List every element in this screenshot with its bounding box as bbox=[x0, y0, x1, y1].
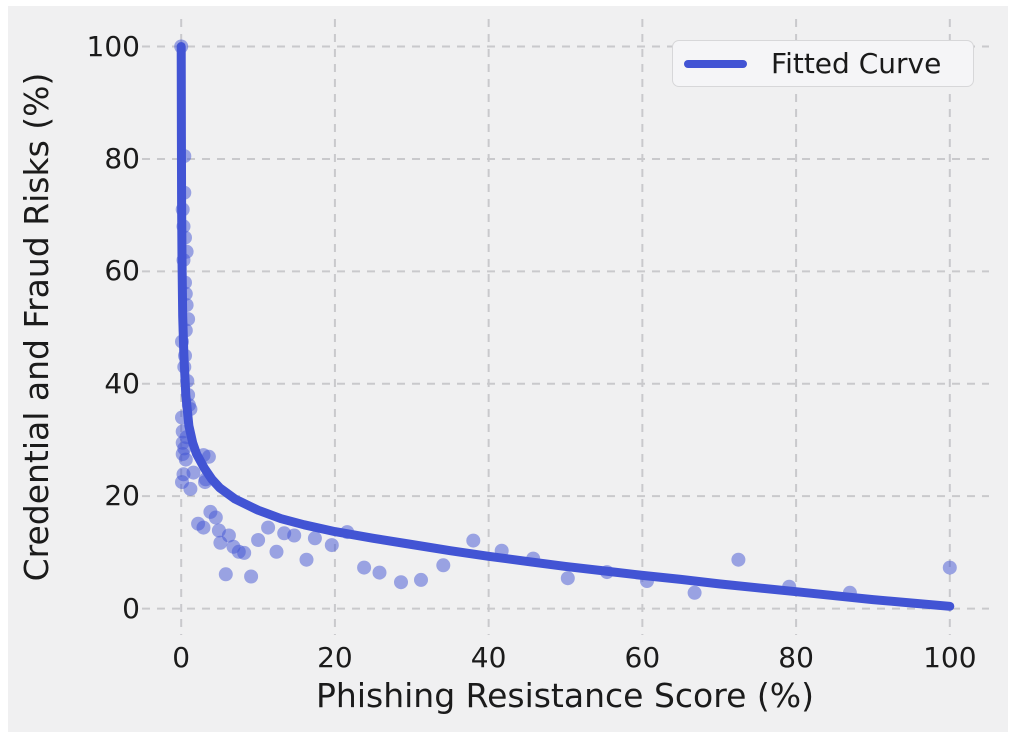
y-axis-label: Credential and Fraud Risks (%) bbox=[17, 72, 56, 582]
figure-background bbox=[8, 6, 1008, 732]
scatter-point bbox=[372, 565, 387, 580]
scatter-point bbox=[687, 585, 702, 600]
scatter-point bbox=[731, 552, 746, 567]
scatter-point bbox=[213, 535, 228, 550]
y-tick-label: 40 bbox=[104, 366, 140, 400]
x-tick-label: 0 bbox=[172, 641, 191, 674]
x-tick-label: 20 bbox=[317, 641, 353, 674]
x-axis-label: Phishing Resistance Score (%) bbox=[316, 676, 814, 715]
y-tick-label: 80 bbox=[104, 141, 140, 175]
x-tick-label: 60 bbox=[624, 641, 661, 674]
scatter-point bbox=[436, 558, 451, 573]
y-tick-label: 100 bbox=[86, 29, 140, 63]
scatter-point bbox=[466, 533, 481, 548]
scatter-point bbox=[357, 560, 372, 575]
scatter-point bbox=[183, 481, 198, 496]
scatter-point bbox=[287, 528, 302, 543]
x-tick-label: 80 bbox=[778, 641, 814, 674]
scatter-point bbox=[307, 531, 322, 546]
y-tick-label: 20 bbox=[104, 479, 140, 513]
scatter-point bbox=[261, 520, 276, 535]
legend-label: Fitted Curve bbox=[771, 47, 942, 80]
scatter-point bbox=[414, 572, 428, 587]
scatter-point bbox=[269, 544, 284, 559]
scatter-point bbox=[394, 575, 408, 590]
scatter-point bbox=[244, 569, 259, 584]
x-tick-label: 100 bbox=[923, 641, 977, 674]
fitted-curve-line bbox=[176, 42, 955, 611]
y-tick-label: 0 bbox=[122, 591, 140, 625]
scatter-point bbox=[201, 449, 216, 464]
scatter-point bbox=[218, 567, 233, 582]
scatter-point bbox=[942, 560, 957, 575]
y-tick-label: 60 bbox=[104, 254, 140, 288]
legend: Fitted Curve bbox=[672, 40, 974, 87]
x-tick-label: 40 bbox=[470, 641, 507, 674]
scatter-point bbox=[237, 545, 252, 560]
scatter-point bbox=[560, 571, 575, 586]
legend-line-swatch bbox=[684, 59, 747, 68]
scatter-point bbox=[299, 552, 314, 567]
scatter-point bbox=[196, 520, 211, 535]
scatter-point bbox=[208, 510, 223, 525]
scatter-point bbox=[324, 538, 339, 553]
scatter-point bbox=[178, 452, 193, 467]
scatter-point bbox=[251, 533, 266, 547]
